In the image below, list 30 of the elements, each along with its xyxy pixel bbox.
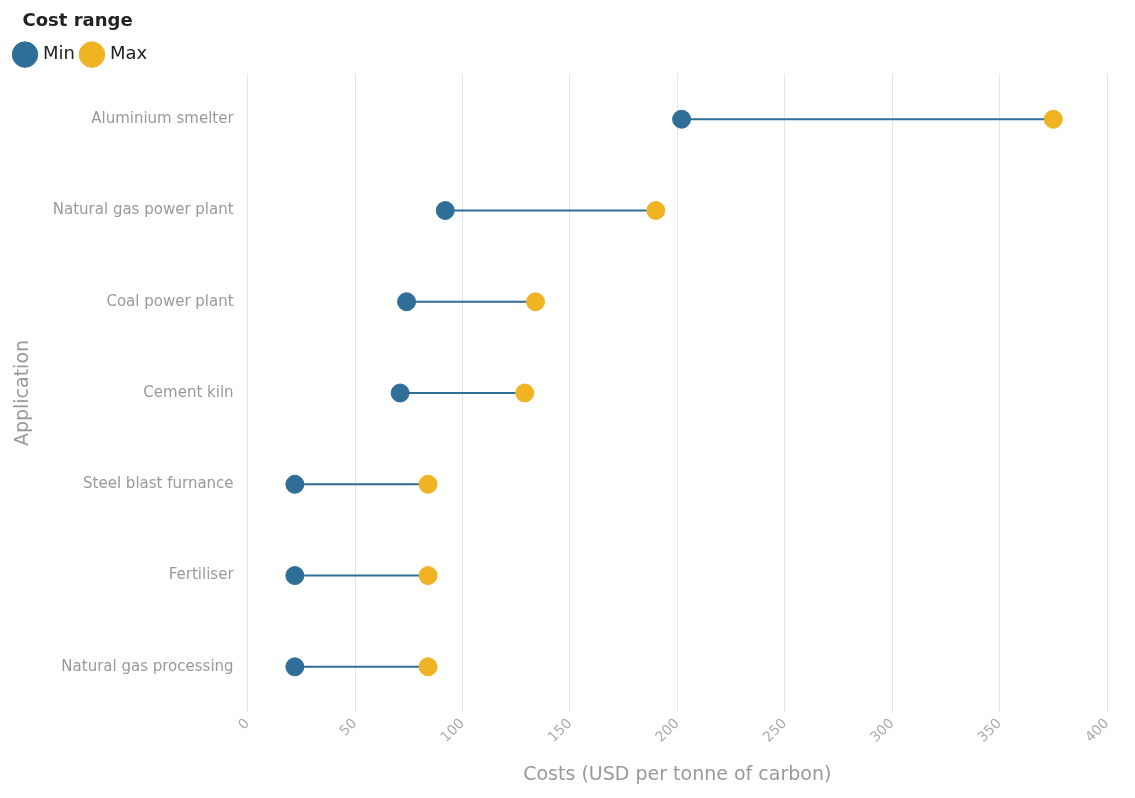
- y-tick-label: Fertiliser: [168, 565, 235, 584]
- point: [285, 566, 305, 586]
- point: [435, 200, 455, 220]
- y-tick-label: Natural gas power plant: [52, 200, 234, 219]
- y-tick-label: Cement kiln: [143, 382, 234, 401]
- point: [418, 474, 438, 494]
- point: [397, 292, 417, 312]
- point: [285, 657, 305, 677]
- y-tick-label: Coal power plant: [106, 291, 234, 310]
- x-tick-label: 50: [335, 714, 360, 739]
- x-tick-label: 150: [544, 714, 575, 745]
- y-tick-label: Aluminium smelter: [91, 109, 235, 128]
- y-tick-label: Natural gas processing: [61, 656, 234, 675]
- x-axis-title: Costs (USD per tonne of carbon): [523, 761, 832, 784]
- legend-label: Max: [109, 42, 148, 64]
- point: [1043, 109, 1063, 129]
- y-tick-label: Steel blast furnance: [83, 474, 234, 493]
- point: [672, 109, 692, 129]
- legend-title: Cost range: [22, 8, 133, 30]
- point: [285, 474, 305, 494]
- point: [525, 292, 545, 312]
- legend-label: Min: [43, 42, 75, 64]
- x-tick-label: 400: [1081, 714, 1112, 745]
- point: [646, 200, 666, 220]
- point: [390, 383, 410, 403]
- point: [418, 657, 438, 677]
- point: [418, 566, 438, 586]
- point: [515, 383, 535, 403]
- y-axis-title: Application: [10, 339, 33, 447]
- x-tick-label: 0: [234, 714, 253, 733]
